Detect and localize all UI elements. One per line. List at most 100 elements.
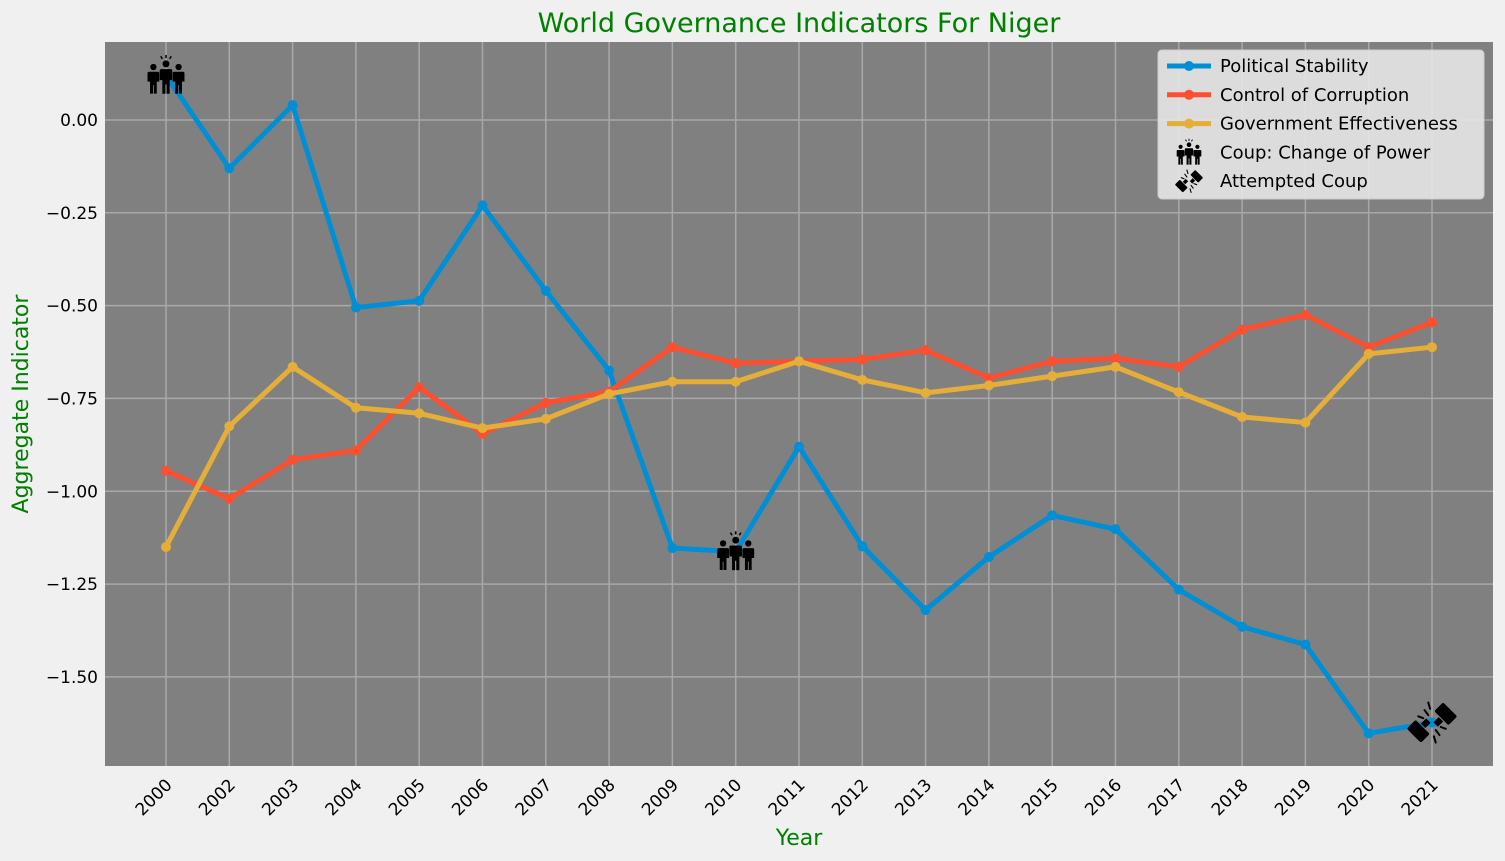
data-point-government-effectiveness — [161, 541, 171, 552]
x-axis-title: Year — [775, 826, 824, 851]
data-point-political-stability — [604, 365, 615, 376]
data-point-control-of-corruption — [920, 345, 931, 356]
data-point-government-effectiveness — [224, 421, 235, 432]
x-tick-label: 2012 — [828, 775, 873, 820]
legend-marker — [1184, 89, 1194, 100]
x-tick-label: 2017 — [1145, 775, 1190, 820]
y-tick-label: −1.00 — [46, 482, 98, 502]
data-point-political-stability — [287, 100, 298, 111]
x-tick-label: 2016 — [1081, 775, 1126, 820]
data-point-government-effectiveness — [1110, 361, 1121, 372]
data-point-control-of-corruption — [1427, 317, 1437, 328]
data-point-political-stability — [667, 543, 678, 554]
x-tick-label: 2005 — [385, 775, 430, 820]
data-point-political-stability — [857, 541, 868, 552]
data-point-government-effectiveness — [1300, 417, 1311, 428]
x-tick-label: 2020 — [1334, 775, 1379, 820]
data-point-government-effectiveness — [287, 361, 298, 372]
data-point-political-stability — [983, 551, 994, 562]
x-tick-label: 2010 — [702, 775, 747, 820]
data-point-political-stability — [1300, 639, 1311, 650]
data-point-political-stability — [1237, 621, 1248, 632]
x-tick-label: 2008 — [575, 775, 620, 820]
legend-marker — [1184, 118, 1194, 129]
data-point-government-effectiveness — [540, 413, 551, 424]
x-tick-label: 2018 — [1208, 775, 1253, 820]
x-tick-label: 2019 — [1271, 775, 1316, 820]
data-point-political-stability — [1363, 728, 1374, 739]
data-point-government-effectiveness — [730, 376, 741, 387]
data-point-control-of-corruption — [1047, 356, 1058, 367]
x-tick-label: 2009 — [638, 775, 683, 820]
data-point-government-effectiveness — [1047, 371, 1058, 382]
data-point-government-effectiveness — [1363, 348, 1374, 359]
data-point-control-of-corruption — [350, 445, 361, 456]
data-point-political-stability — [540, 285, 551, 296]
data-point-political-stability — [224, 163, 235, 174]
data-point-political-stability — [794, 441, 804, 452]
data-point-government-effectiveness — [350, 402, 361, 413]
data-point-political-stability — [350, 302, 361, 313]
data-point-government-effectiveness — [477, 423, 488, 434]
y-tick-label: 0.00 — [60, 111, 98, 131]
legend-box — [1157, 49, 1485, 200]
x-tick-label: 2006 — [448, 775, 493, 820]
data-point-control-of-corruption — [540, 397, 551, 408]
legend-label: Government Effectiveness — [1220, 114, 1458, 135]
data-point-government-effectiveness — [983, 380, 994, 391]
legend-label: Attempted Coup — [1220, 171, 1368, 192]
chart-title: World Governance Indicators For Niger — [538, 8, 1062, 39]
legend-label: Coup: Change of Power — [1220, 142, 1431, 163]
data-point-control-of-corruption — [667, 342, 678, 353]
data-point-control-of-corruption — [1173, 361, 1184, 372]
legend-marker — [1184, 61, 1194, 71]
data-point-control-of-corruption — [983, 373, 994, 384]
data-point-government-effectiveness — [1173, 387, 1184, 398]
data-point-political-stability — [1427, 717, 1437, 728]
data-point-government-effectiveness — [794, 356, 804, 367]
y-tick-label: −0.50 — [46, 297, 98, 317]
x-tick-label: 2004 — [322, 775, 367, 820]
data-point-political-stability — [477, 200, 488, 211]
x-tick-label: 2000 — [132, 775, 177, 820]
grid — [105, 42, 1493, 766]
x-tick-label: 2013 — [891, 775, 936, 820]
data-point-control-of-corruption — [730, 358, 741, 369]
y-tick-labels: 0.00 −0.25 −0.50 −0.75 −1.00 −1.25 −1.50 — [46, 111, 98, 688]
data-point-political-stability — [1110, 524, 1121, 535]
legend-label: Political Stability — [1220, 56, 1369, 77]
data-point-control-of-corruption — [1110, 353, 1121, 364]
legend: Political Stability Control of Corruption… — [1157, 49, 1485, 200]
series-lines — [161, 70, 1437, 739]
x-tick-label: 2015 — [1018, 775, 1063, 820]
legend-label: Control of Corruption — [1220, 85, 1409, 106]
data-point-government-effectiveness — [604, 388, 615, 399]
y-axis-title: Aggregate Indicator — [9, 294, 34, 514]
data-point-government-effectiveness — [1427, 342, 1437, 353]
x-tick-label: 2007 — [512, 775, 557, 820]
data-point-government-effectiveness — [920, 387, 931, 398]
data-point-political-stability — [414, 295, 425, 306]
data-point-government-effectiveness — [414, 408, 425, 419]
y-tick-label: −1.50 — [46, 668, 98, 688]
data-point-government-effectiveness — [1237, 411, 1248, 422]
x-tick-labels: 2000 2002 2003 2004 2005 2006 2007 2008 2009 2010… — [132, 775, 1443, 820]
data-point-political-stability — [1173, 584, 1184, 595]
data-point-control-of-corruption — [1237, 324, 1248, 335]
data-point-control-of-corruption — [1300, 309, 1311, 320]
data-point-control-of-corruption — [414, 382, 425, 393]
data-point-control-of-corruption — [857, 354, 868, 365]
data-point-control-of-corruption — [161, 465, 171, 476]
data-point-government-effectiveness — [857, 374, 868, 385]
x-tick-label: 2002 — [195, 775, 240, 820]
x-tick-label: 2003 — [258, 775, 303, 820]
data-point-political-stability — [920, 605, 931, 616]
y-tick-label: −1.25 — [46, 575, 98, 595]
data-point-control-of-corruption — [287, 454, 298, 465]
x-tick-label: 2011 — [765, 775, 810, 820]
data-point-control-of-corruption — [224, 493, 235, 504]
y-tick-label: −0.25 — [46, 204, 98, 224]
data-point-government-effectiveness — [667, 376, 678, 387]
y-tick-label: −0.75 — [46, 389, 98, 409]
